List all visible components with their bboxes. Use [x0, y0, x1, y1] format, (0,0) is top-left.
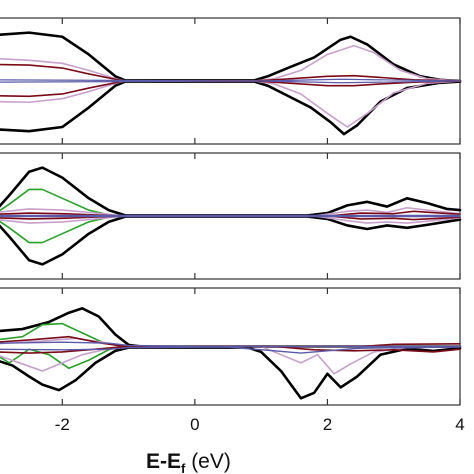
- series-line-pink-up: [0, 44, 461, 82]
- series-line-total-down: [0, 346, 462, 400]
- series-line-pink-up: [0, 206, 461, 217]
- x-axis-label-unit: (eV): [185, 450, 231, 473]
- x-tick-label: -2: [55, 415, 70, 434]
- series-line-total-down: [0, 215, 462, 266]
- x-tick-labels: -2 0 2 4: [55, 415, 465, 434]
- series-line-green-down: [0, 215, 461, 244]
- x-axis-label: E-Ef (eV): [146, 450, 231, 474]
- series-line-blue-down: [0, 80, 461, 84]
- x-tick-label: 0: [190, 415, 199, 434]
- panel-top: [0, 17, 462, 145]
- series-line-darkred-up: [0, 210, 461, 217]
- series-line-green-up: [0, 322, 461, 348]
- panel-bottom: [0, 287, 462, 406]
- x-axis-label-subscript: f: [181, 461, 186, 474]
- x-axis-label-main: E-E: [146, 450, 181, 473]
- series-line-blue-down: [0, 346, 461, 354]
- series-line-darkred-up: [0, 335, 461, 348]
- series-line-darkred-down: [0, 215, 461, 221]
- panel-middle: [0, 152, 462, 280]
- series-line-total-down: [0, 80, 462, 136]
- x-tick-label: 2: [323, 415, 332, 434]
- series-line-pink-down: [0, 80, 461, 128]
- series-line-pink-down: [0, 215, 461, 224]
- x-tick-label: 4: [455, 415, 464, 434]
- series-line-total-up: [0, 166, 462, 217]
- series-line-darkred-up: [0, 63, 461, 82]
- series-line-total-up: [0, 31, 462, 83]
- series-line-blue-up: [0, 341, 461, 348]
